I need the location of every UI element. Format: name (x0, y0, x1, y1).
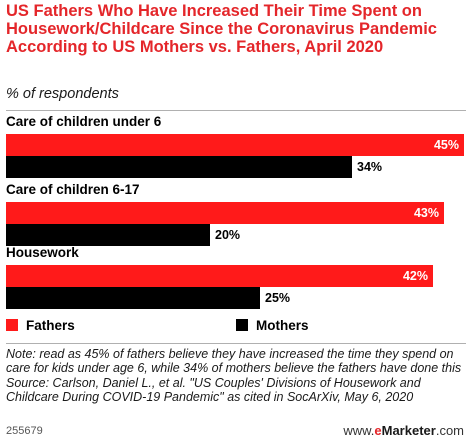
bar-value-label: 20% (215, 228, 241, 242)
bar-fathers: 42% (6, 265, 433, 287)
logo-brand-rest: Marketer (381, 423, 436, 438)
bar-value-label: 43% (413, 206, 439, 220)
legend-swatch-fathers (6, 319, 18, 331)
bar-fathers: 45% (6, 134, 464, 156)
bar-mothers: 34% (6, 156, 382, 178)
legend-label-fathers: Fathers (26, 318, 75, 333)
legend-fathers: Fathers (6, 318, 75, 333)
chart-notes: Note: read as 45% of fathers believe the… (6, 347, 464, 405)
logo-e: e (374, 423, 382, 438)
category-label: Care of children under 6 (6, 114, 162, 129)
emarketer-logo: www.eMarketer.com (343, 423, 464, 438)
top-rule (6, 110, 466, 111)
bar-value-label: 45% (433, 138, 459, 152)
legend-swatch-mothers (236, 319, 248, 331)
note-text: Note: read as 45% of fathers believe the… (6, 347, 462, 376)
chart-subtitle: % of respondents (6, 86, 119, 102)
legend-mothers: Mothers (236, 318, 309, 333)
bar-mothers: 25% (6, 287, 290, 309)
chart-title: US Fathers Who Have Increased Their Time… (6, 2, 437, 56)
bar-mothers: 20% (6, 224, 240, 246)
bar-fathers: 43% (6, 202, 444, 224)
logo-suffix: .com (435, 423, 464, 438)
source-text: Source: Carlson, Daniel L., et al. "US C… (6, 375, 421, 405)
category-label: Care of children 6-17 (6, 182, 140, 197)
chart-id: 255679 (6, 425, 43, 437)
legend-label-mothers: Mothers (256, 318, 309, 333)
bar-value-label: 34% (357, 160, 383, 174)
bar-value-label: 25% (265, 291, 291, 305)
category-label: Housework (6, 245, 79, 260)
bar-value-label: 42% (402, 269, 428, 283)
bottom-rule (6, 343, 466, 344)
